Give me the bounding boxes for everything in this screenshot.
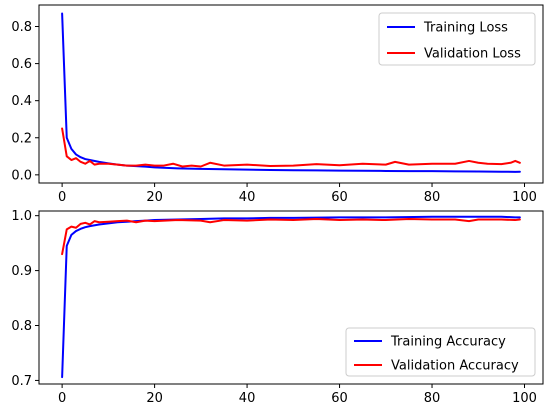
x-tick-label: 60 [331, 391, 348, 406]
axes-frame [38, 210, 544, 385]
y-tick-label: 0.9 [11, 264, 32, 279]
y-tick-label: 0.7 [11, 374, 32, 389]
series-line-training-accuracy [61, 215, 521, 379]
axes-frame [38, 4, 544, 184]
legend: Training Accuracy Validation Accuracy [345, 327, 536, 377]
legend-box [345, 327, 536, 377]
y-tick-label: 0.2 [11, 131, 32, 146]
x-tick-label: 100 [512, 391, 537, 406]
legend: Training Loss Validation Loss [378, 12, 536, 66]
legend-label: Validation Loss [424, 47, 521, 62]
y-tick-label: 0.6 [11, 57, 32, 72]
legend-label: Training Loss [423, 21, 508, 36]
legend-label: Training Accuracy [390, 335, 506, 350]
series-line-validation-accuracy [61, 217, 521, 256]
y-tick-label: 0.8 [11, 20, 32, 35]
x-tick-label: 40 [239, 391, 256, 406]
y-tick-label: 0.8 [11, 319, 32, 334]
y-tick-label: 0.4 [11, 94, 32, 109]
x-tick-label: 0 [58, 391, 66, 406]
x-tick-label: 40 [239, 190, 256, 205]
x-tick-label: 20 [146, 391, 163, 406]
y-tick-label: 0.0 [11, 168, 32, 183]
x-tick-label: 20 [146, 190, 163, 205]
chart-panel-loss: 0 20 40 60 80 100 0.0 0.2 0.4 0.6 0.8 Training Loss… [11, 4, 544, 205]
x-tick-label: 100 [512, 190, 537, 205]
x-tick-label: 60 [331, 190, 348, 205]
chart-panel-accuracy: 0 20 40 60 80 100 0.7 0.8 0.9 1.0 Training Accurac… [11, 209, 544, 406]
x-tick-label: 0 [58, 190, 66, 205]
series-line-validation-loss [61, 127, 521, 168]
legend-label: Validation Accuracy [391, 359, 519, 374]
x-tick-label: 80 [424, 190, 441, 205]
y-tick-label: 1.0 [11, 209, 32, 224]
x-tick-label: 80 [424, 391, 441, 406]
series-line-training-loss [61, 12, 521, 173]
legend-box [378, 12, 536, 66]
